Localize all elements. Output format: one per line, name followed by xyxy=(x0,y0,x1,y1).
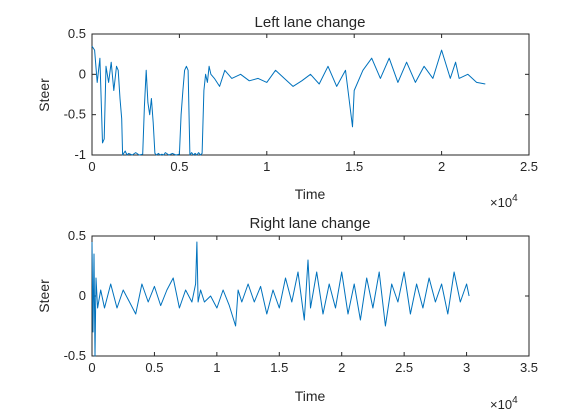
x-tick-label: 1.5 xyxy=(270,360,288,375)
y-axis-label: Steer xyxy=(36,279,52,313)
series-line xyxy=(91,45,486,156)
x-tick-label: 1 xyxy=(263,159,270,174)
left-lane-change-panel: Left lane change Steer Time ×104 0 0.5 1 1.… xyxy=(36,14,538,210)
x-tick-label: 3.5 xyxy=(520,360,538,375)
y-tick-label: -1 xyxy=(74,147,86,162)
chart-title: Left lane change xyxy=(255,14,366,31)
x-tick-label: 0 xyxy=(88,159,95,174)
right-lane-change-panel: Right lane change Steer Time ×104 0 0.5 1 1… xyxy=(36,215,538,412)
x-tick-label: 0.5 xyxy=(145,360,163,375)
x-tick-label: 1.5 xyxy=(345,159,363,174)
x-tick-label: 1 xyxy=(213,360,220,375)
x-tick-label: 0 xyxy=(88,360,95,375)
x-tick-label: 2 xyxy=(438,159,445,174)
x-axis-label: Time xyxy=(295,388,326,404)
y-tick-label: 0 xyxy=(79,66,86,81)
x-exponent-label: ×104 xyxy=(490,395,518,412)
y-tick-label: 0.5 xyxy=(68,228,86,243)
x-tick-label: 2.5 xyxy=(520,159,538,174)
x-exponent-label: ×104 xyxy=(490,193,518,210)
x-tick-label: 3 xyxy=(463,360,470,375)
y-axis-label: Steer xyxy=(36,78,52,112)
x-exponent-power: 4 xyxy=(512,395,518,406)
x-tick-label: 0.5 xyxy=(170,159,188,174)
y-tick-label: -0.5 xyxy=(64,107,86,122)
chart-title: Right lane change xyxy=(250,215,371,232)
y-tick-label: 0 xyxy=(79,288,86,303)
axes-box xyxy=(91,33,530,156)
x-tick-label: 2.5 xyxy=(395,360,413,375)
x-exponent-power: 4 xyxy=(512,193,518,204)
x-axis-label: Time xyxy=(295,186,326,202)
series-line xyxy=(91,241,470,357)
x-tick-label: 2 xyxy=(338,360,345,375)
y-tick-label: 0.5 xyxy=(68,26,86,41)
y-tick-label: -0.5 xyxy=(64,348,86,363)
